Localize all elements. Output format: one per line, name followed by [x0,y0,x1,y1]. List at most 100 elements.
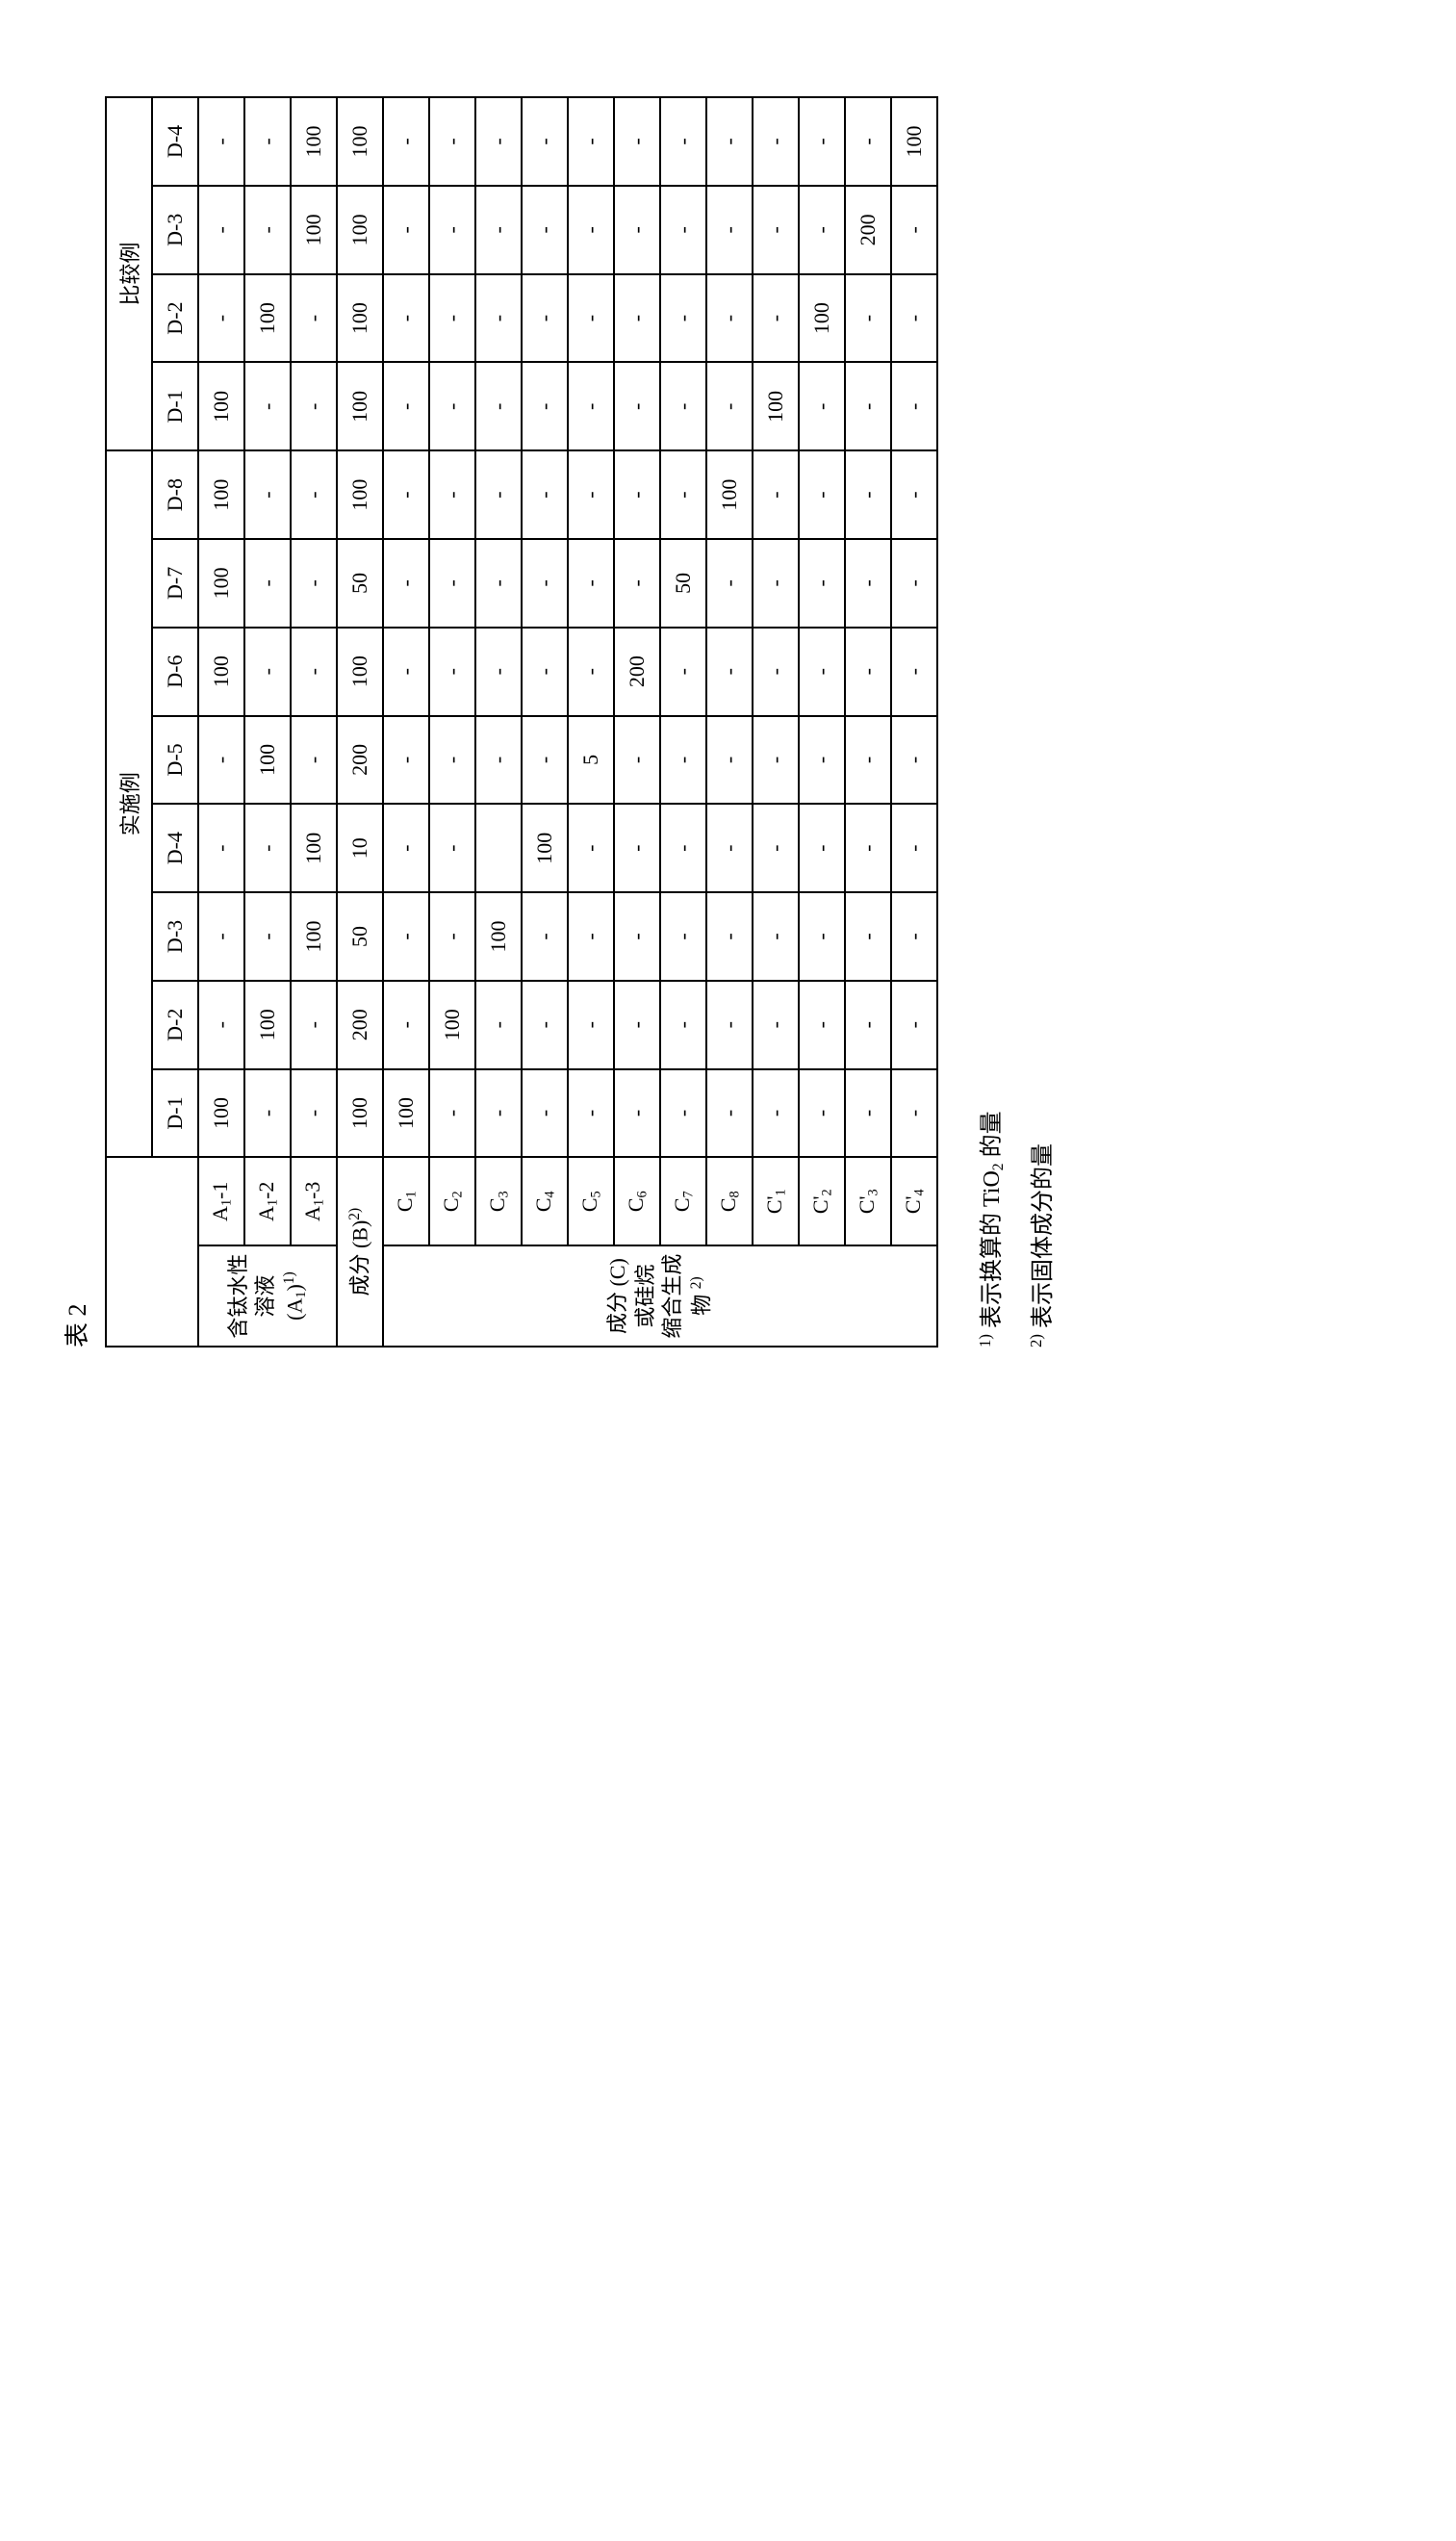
data-cell: - [891,274,937,363]
data-cell: - [291,981,337,1069]
data-cell: - [753,1069,799,1158]
data-cell: 100 [337,628,383,716]
data-cell: - [291,716,337,805]
data-cell: - [660,1069,706,1158]
data-cell: - [660,362,706,450]
table-body: 含钛水性溶液(A1)1)A1-1100----100100100100---A1… [198,97,937,1347]
data-cell: - [475,628,522,716]
data-cell: 100 [337,97,383,186]
data-cell: 100 [198,628,244,716]
table-row: C'2---------100-- [799,97,845,1347]
data-cell: 100 [337,186,383,274]
col-header: D-4 [152,97,198,186]
data-cell: 100 [337,450,383,539]
data-cell: - [198,892,244,981]
col-header: D-6 [152,628,198,716]
data-cell: - [660,981,706,1069]
data-cell: 5 [568,716,614,805]
data-cell: - [845,274,891,363]
data-cell: - [660,450,706,539]
row-label: C1 [383,1157,429,1245]
data-cell: 200 [614,628,660,716]
data-cell: - [244,1069,291,1158]
data-cell: - [522,1069,568,1158]
data-cell: - [706,274,753,363]
data-cell: - [244,186,291,274]
data-cell: - [383,628,429,716]
data-cell: - [383,892,429,981]
data-cell: 100 [244,716,291,805]
table-row: C2-100---------- [429,97,475,1347]
data-cell: - [383,186,429,274]
data-cell: - [291,628,337,716]
data-cell: - [198,804,244,892]
data-cell: - [198,274,244,363]
col-header: D-2 [152,981,198,1069]
table-row: C'1--------100--- [753,97,799,1347]
data-cell: - [660,892,706,981]
data-cell: 100 [244,981,291,1069]
data-cell: - [475,186,522,274]
data-cell: - [845,628,891,716]
data-cell: - [753,892,799,981]
col-header: D-7 [152,539,198,628]
data-cell: - [614,1069,660,1158]
data-cell: - [522,450,568,539]
data-cell: - [891,892,937,981]
data-cell: 100 [291,186,337,274]
footnotes: 1) 表示换算的 TiO2 的量2) 表示固体成分的量 [967,96,1069,1348]
header-row-groups: 实施例 比较例 [106,97,152,1347]
data-cell: - [614,716,660,805]
data-cell: 100 [198,450,244,539]
data-cell: - [383,716,429,805]
data-cell: - [429,186,475,274]
data-cell: - [799,97,845,186]
data-cell: - [845,450,891,539]
data-cell: - [614,450,660,539]
data-cell: - [799,186,845,274]
data-cell: - [660,274,706,363]
row-label: A1-2 [244,1157,291,1245]
data-cell: - [522,892,568,981]
data-cell: - [891,804,937,892]
data-cell: - [244,539,291,628]
data-cell: - [198,716,244,805]
data-cell: 100 [522,804,568,892]
data-cell: 100 [753,362,799,450]
data-cell: - [845,539,891,628]
data-cell: - [475,1069,522,1158]
data-cell: - [614,362,660,450]
data-cell: - [568,804,614,892]
data-cell: - [429,274,475,363]
data-cell: - [614,186,660,274]
data-cell: - [291,539,337,628]
table-row: A1-3--100100------100100 [291,97,337,1347]
data-cell: 100 [291,97,337,186]
table-row: C3--100-------- [475,97,522,1347]
header-examples: 实施例 [106,450,152,1157]
data-cell: - [244,804,291,892]
data-cell: 50 [660,539,706,628]
table-row: C4---100-------- [522,97,568,1347]
data-cell: - [568,981,614,1069]
data-cell: - [845,716,891,805]
data-cell: - [753,628,799,716]
data-cell: - [660,97,706,186]
col-header: D-5 [152,716,198,805]
data-cell: - [799,892,845,981]
data-cell: 100 [291,804,337,892]
data-cell: - [244,450,291,539]
data-cell: 100 [198,1069,244,1158]
data-cell: - [753,981,799,1069]
data-cell: - [891,981,937,1069]
data-cell: - [753,539,799,628]
data-cell: - [845,981,891,1069]
data-cell: - [522,274,568,363]
data-cell: - [845,97,891,186]
row-label: C5 [568,1157,614,1245]
row-label: C2 [429,1157,475,1245]
table-row: 成分 (C)或硅烷缩合生成物 2)C1100----------- [383,97,429,1347]
col-header: D-1 [152,362,198,450]
header-comparative: 比较例 [106,97,152,450]
data-cell: - [706,362,753,450]
